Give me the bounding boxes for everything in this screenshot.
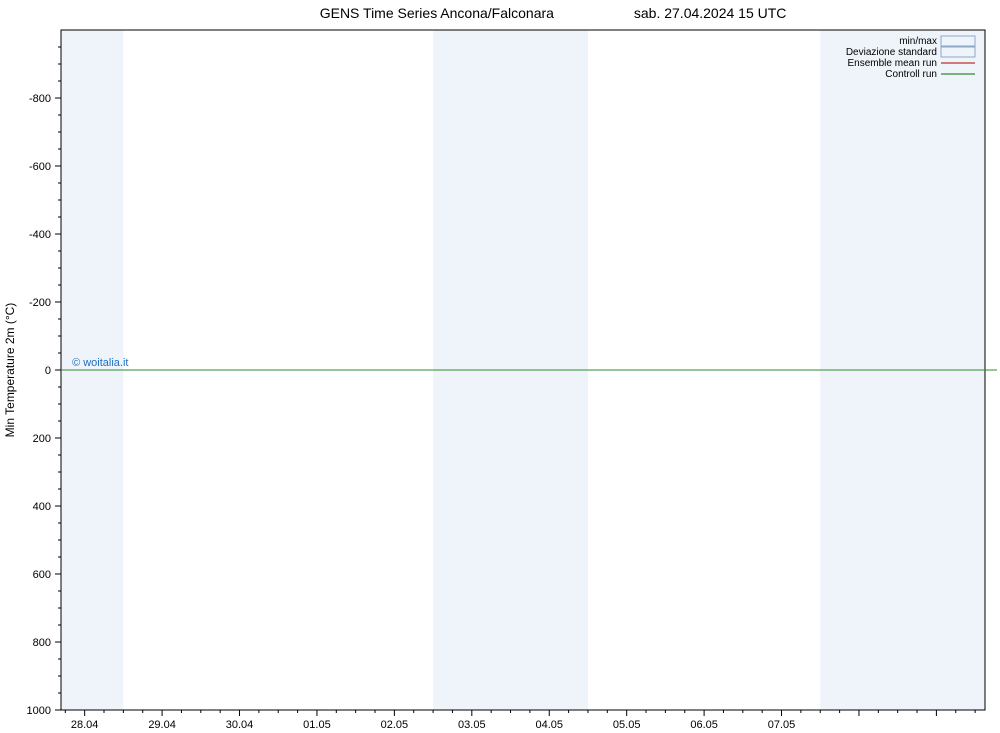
y-tick-label: 1000	[27, 705, 51, 717]
x-tick-label: 06.05	[690, 719, 718, 731]
legend-swatch	[941, 36, 975, 46]
chart-title-right: sab. 27.04.2024 15 UTC	[634, 5, 787, 21]
x-tick-label: 28.04	[71, 719, 99, 731]
watermark: © woitalia.it	[72, 357, 128, 369]
x-tick-label: 03.05	[458, 719, 486, 731]
legend-label: min/max	[899, 36, 937, 47]
chart-svg: GENS Time Series Ancona/Falconara sab. 27…	[0, 0, 1000, 733]
y-axis-label: Min Temperature 2m (°C)	[3, 303, 17, 438]
x-tick-label: 30.04	[226, 719, 254, 731]
y-tick-label: 600	[33, 569, 51, 581]
y-tick-label: 0	[45, 365, 51, 377]
x-tick-label: 02.05	[381, 719, 409, 731]
y-tick-label: 200	[33, 433, 51, 445]
chart-container: GENS Time Series Ancona/Falconara sab. 27…	[0, 0, 1000, 733]
y-tick-label: -400	[29, 229, 51, 241]
chart-title-left: GENS Time Series Ancona/Falconara	[320, 5, 554, 21]
legend-label: Ensemble mean run	[848, 58, 938, 69]
y-tick-label: -200	[29, 297, 51, 309]
x-tick-label: 04.05	[535, 719, 563, 731]
x-tick-label: 05.05	[613, 719, 641, 731]
y-tick-label: -600	[29, 161, 51, 173]
legend-label: Controll run	[885, 69, 937, 80]
x-tick-label: 07.05	[768, 719, 796, 731]
legend-swatch	[941, 47, 975, 57]
y-tick-label: -800	[29, 93, 51, 105]
x-tick-label: 01.05	[303, 719, 331, 731]
legend-label: Deviazione standard	[846, 47, 937, 58]
x-tick-label: 29.04	[148, 719, 176, 731]
y-tick-label: 400	[33, 501, 51, 513]
y-tick-label: 800	[33, 637, 51, 649]
